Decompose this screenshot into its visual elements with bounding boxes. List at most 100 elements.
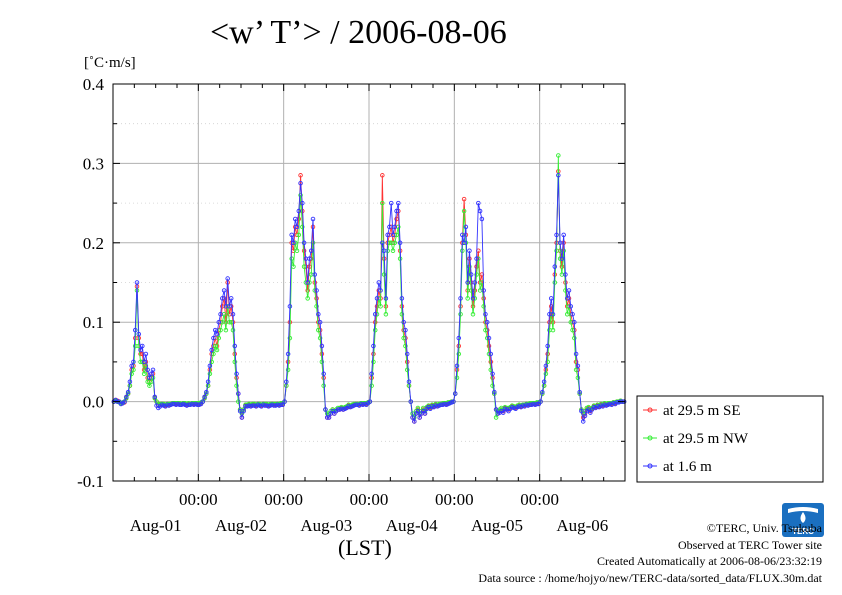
data-point [463, 224, 469, 230]
data-point [301, 240, 307, 246]
data-point [294, 224, 300, 230]
data-point [486, 343, 492, 349]
data-point [308, 248, 314, 253]
data-point [378, 304, 383, 309]
data-point [122, 399, 127, 404]
data-point [278, 402, 284, 408]
data-point [543, 371, 549, 377]
x-tick-label-day: Aug-04 [386, 516, 438, 535]
observed-text: Observed at TERC Tower site [677, 537, 822, 552]
data-point [227, 319, 232, 325]
data-point [212, 343, 218, 349]
data-point [371, 359, 376, 365]
data-point [323, 407, 328, 412]
data-point [564, 296, 570, 301]
data-point [545, 343, 550, 349]
data-point [577, 389, 582, 395]
x-tick-label-time: 00:00 [350, 490, 389, 509]
legend-marker [647, 463, 653, 469]
x-tick-label-day: Aug-01 [130, 516, 182, 535]
data-point [417, 415, 422, 420]
data-point [399, 312, 405, 317]
data-point [300, 200, 305, 206]
data-point [314, 296, 319, 301]
legend: at 29.5 m SE at 29.5 m NW at 1.6 m [636, 395, 824, 483]
y-tick-label: 0.2 [83, 234, 104, 253]
data-point [561, 232, 566, 238]
x-tick-label-time: 00:00 [264, 490, 303, 509]
y-axis-ticks: 0.4 0.3 0.2 0.1 0.0 -0.1 [77, 75, 625, 491]
data-point [305, 296, 310, 301]
data-point [454, 363, 460, 369]
data-point [467, 248, 472, 253]
data-point [460, 232, 465, 238]
data-point [481, 288, 486, 293]
data-point [310, 240, 316, 246]
data-point [392, 224, 398, 230]
data-point [131, 359, 136, 365]
data-point [127, 379, 133, 385]
data-point [550, 312, 556, 317]
y-tick-label: 0.1 [83, 313, 104, 332]
y-tick-label: 0.4 [83, 75, 105, 94]
data-point [572, 335, 577, 341]
data-point [396, 200, 401, 206]
data-point [371, 343, 376, 349]
data-point [291, 264, 296, 269]
data-point [129, 371, 134, 377]
data-point [412, 419, 417, 424]
data-point [380, 173, 385, 178]
data-point [234, 371, 239, 377]
data-point [461, 196, 467, 202]
x-tick-label-time: 00:00 [520, 490, 559, 509]
data-point [284, 379, 289, 385]
data-point [232, 359, 238, 365]
data-point [145, 367, 150, 373]
legend-label: at 1.6 m [663, 459, 712, 475]
data-point [378, 288, 383, 293]
data-point [390, 248, 396, 253]
data-point [468, 272, 474, 277]
data-point [472, 280, 478, 285]
data-point [225, 276, 230, 281]
y-tick-label: 0.3 [83, 154, 104, 173]
data-point [415, 408, 421, 414]
data-point [140, 343, 145, 349]
data-point [479, 216, 485, 222]
data-point [492, 389, 497, 395]
data-point [540, 389, 545, 395]
data-point [125, 389, 131, 395]
data-point [310, 216, 316, 222]
data-point [543, 363, 549, 369]
data-point [230, 327, 236, 333]
data-point [241, 408, 246, 414]
credits-block: ©TERC, Univ. Tsukuba Observed at TERC To… [478, 520, 822, 586]
data-point [461, 208, 467, 214]
data-point [305, 280, 310, 285]
data-point [458, 296, 463, 301]
data-point [317, 319, 323, 325]
data-point [227, 304, 232, 309]
data-point [383, 296, 389, 301]
data-point [207, 363, 213, 369]
data-point [296, 232, 302, 238]
data-point [301, 248, 307, 253]
data-point [289, 232, 294, 238]
data-point [381, 248, 387, 253]
data-point [488, 351, 494, 357]
legend-label: at 29.5 m SE [663, 403, 741, 419]
data-point [148, 379, 154, 385]
data-point [461, 240, 467, 246]
data-point [483, 312, 488, 317]
x-tick-label-time: 00:00 [179, 490, 218, 509]
data-point [314, 304, 319, 309]
data-point [403, 327, 408, 333]
data-point [470, 304, 476, 309]
data-point [369, 383, 374, 388]
data-point [220, 296, 225, 301]
data-point [319, 359, 325, 365]
data-point [314, 288, 319, 293]
data-point [212, 327, 218, 333]
data-point [568, 304, 574, 309]
data-point [298, 173, 303, 178]
